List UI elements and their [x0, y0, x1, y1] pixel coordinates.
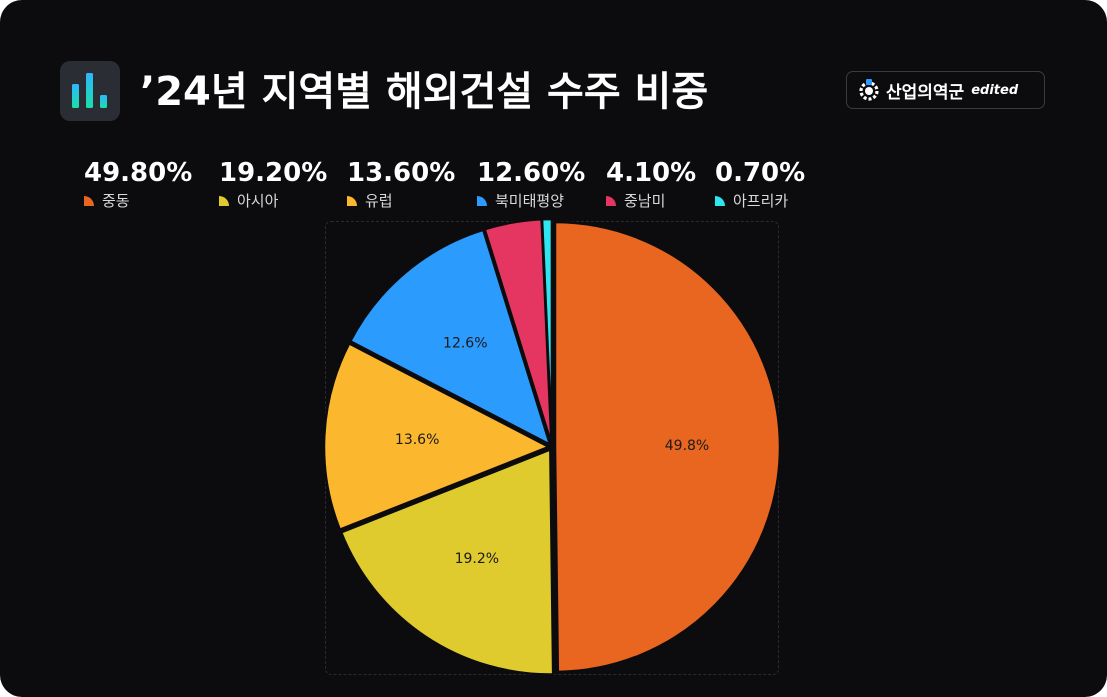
pie-slice — [339, 448, 555, 676]
legend-item: 49.80% 중동 — [84, 157, 192, 210]
legend-item: 4.10% 중남미 — [606, 157, 696, 210]
brand-badge: 산업의역군 edited — [846, 71, 1045, 109]
legend-percent: 4.10% — [606, 158, 697, 188]
legend-swatch — [84, 196, 94, 206]
page-title: ’24년 지역별 해외건설 수주 비중 — [140, 69, 709, 115]
pie-slice — [540, 217, 554, 446]
legend-swatch — [715, 196, 725, 206]
pie-slice — [348, 228, 552, 446]
legend-label: 북미태평양 — [495, 192, 565, 210]
brand-name: 산업의역군 — [886, 82, 965, 103]
legend-swatch — [219, 196, 229, 206]
legend-label: 아시아 — [237, 192, 279, 210]
legend-label: 중동 — [102, 192, 130, 210]
legend: 49.80% 중동 19.20% 아시아 13.60% 유럽 12.60% — [84, 157, 844, 217]
legend-item: 13.60% 유럽 — [347, 157, 455, 210]
pie-slice-label: 13.6% — [395, 432, 439, 448]
legend-item: 12.60% 북미태평양 — [477, 157, 585, 210]
brand-tag: edited — [971, 82, 1019, 98]
legend-label: 중남미 — [624, 192, 666, 210]
hardhat-gear-icon — [859, 79, 879, 101]
pie-slice-label: 49.8% — [665, 438, 709, 454]
legend-label: 유럽 — [365, 192, 393, 210]
legend-swatch — [347, 196, 357, 206]
legend-label: 아프리카 — [733, 192, 789, 210]
legend-swatch — [606, 196, 616, 206]
legend-percent: 12.60% — [477, 158, 586, 188]
legend-item: 0.70% 아프리카 — [715, 157, 805, 210]
legend-percent: 19.20% — [219, 158, 328, 188]
legend-percent: 0.70% — [715, 158, 806, 188]
pie-slice-label: 12.6% — [443, 336, 487, 352]
legend-item: 19.20% 아시아 — [219, 157, 327, 210]
legend-percent: 13.60% — [347, 158, 456, 188]
legend-percent: 49.80% — [84, 158, 193, 188]
pie-slice — [553, 220, 782, 674]
pie-slice-label: 19.2% — [455, 551, 499, 567]
legend-swatch — [477, 196, 487, 206]
pie-slice — [322, 342, 551, 531]
bar-chart-icon — [60, 61, 120, 121]
